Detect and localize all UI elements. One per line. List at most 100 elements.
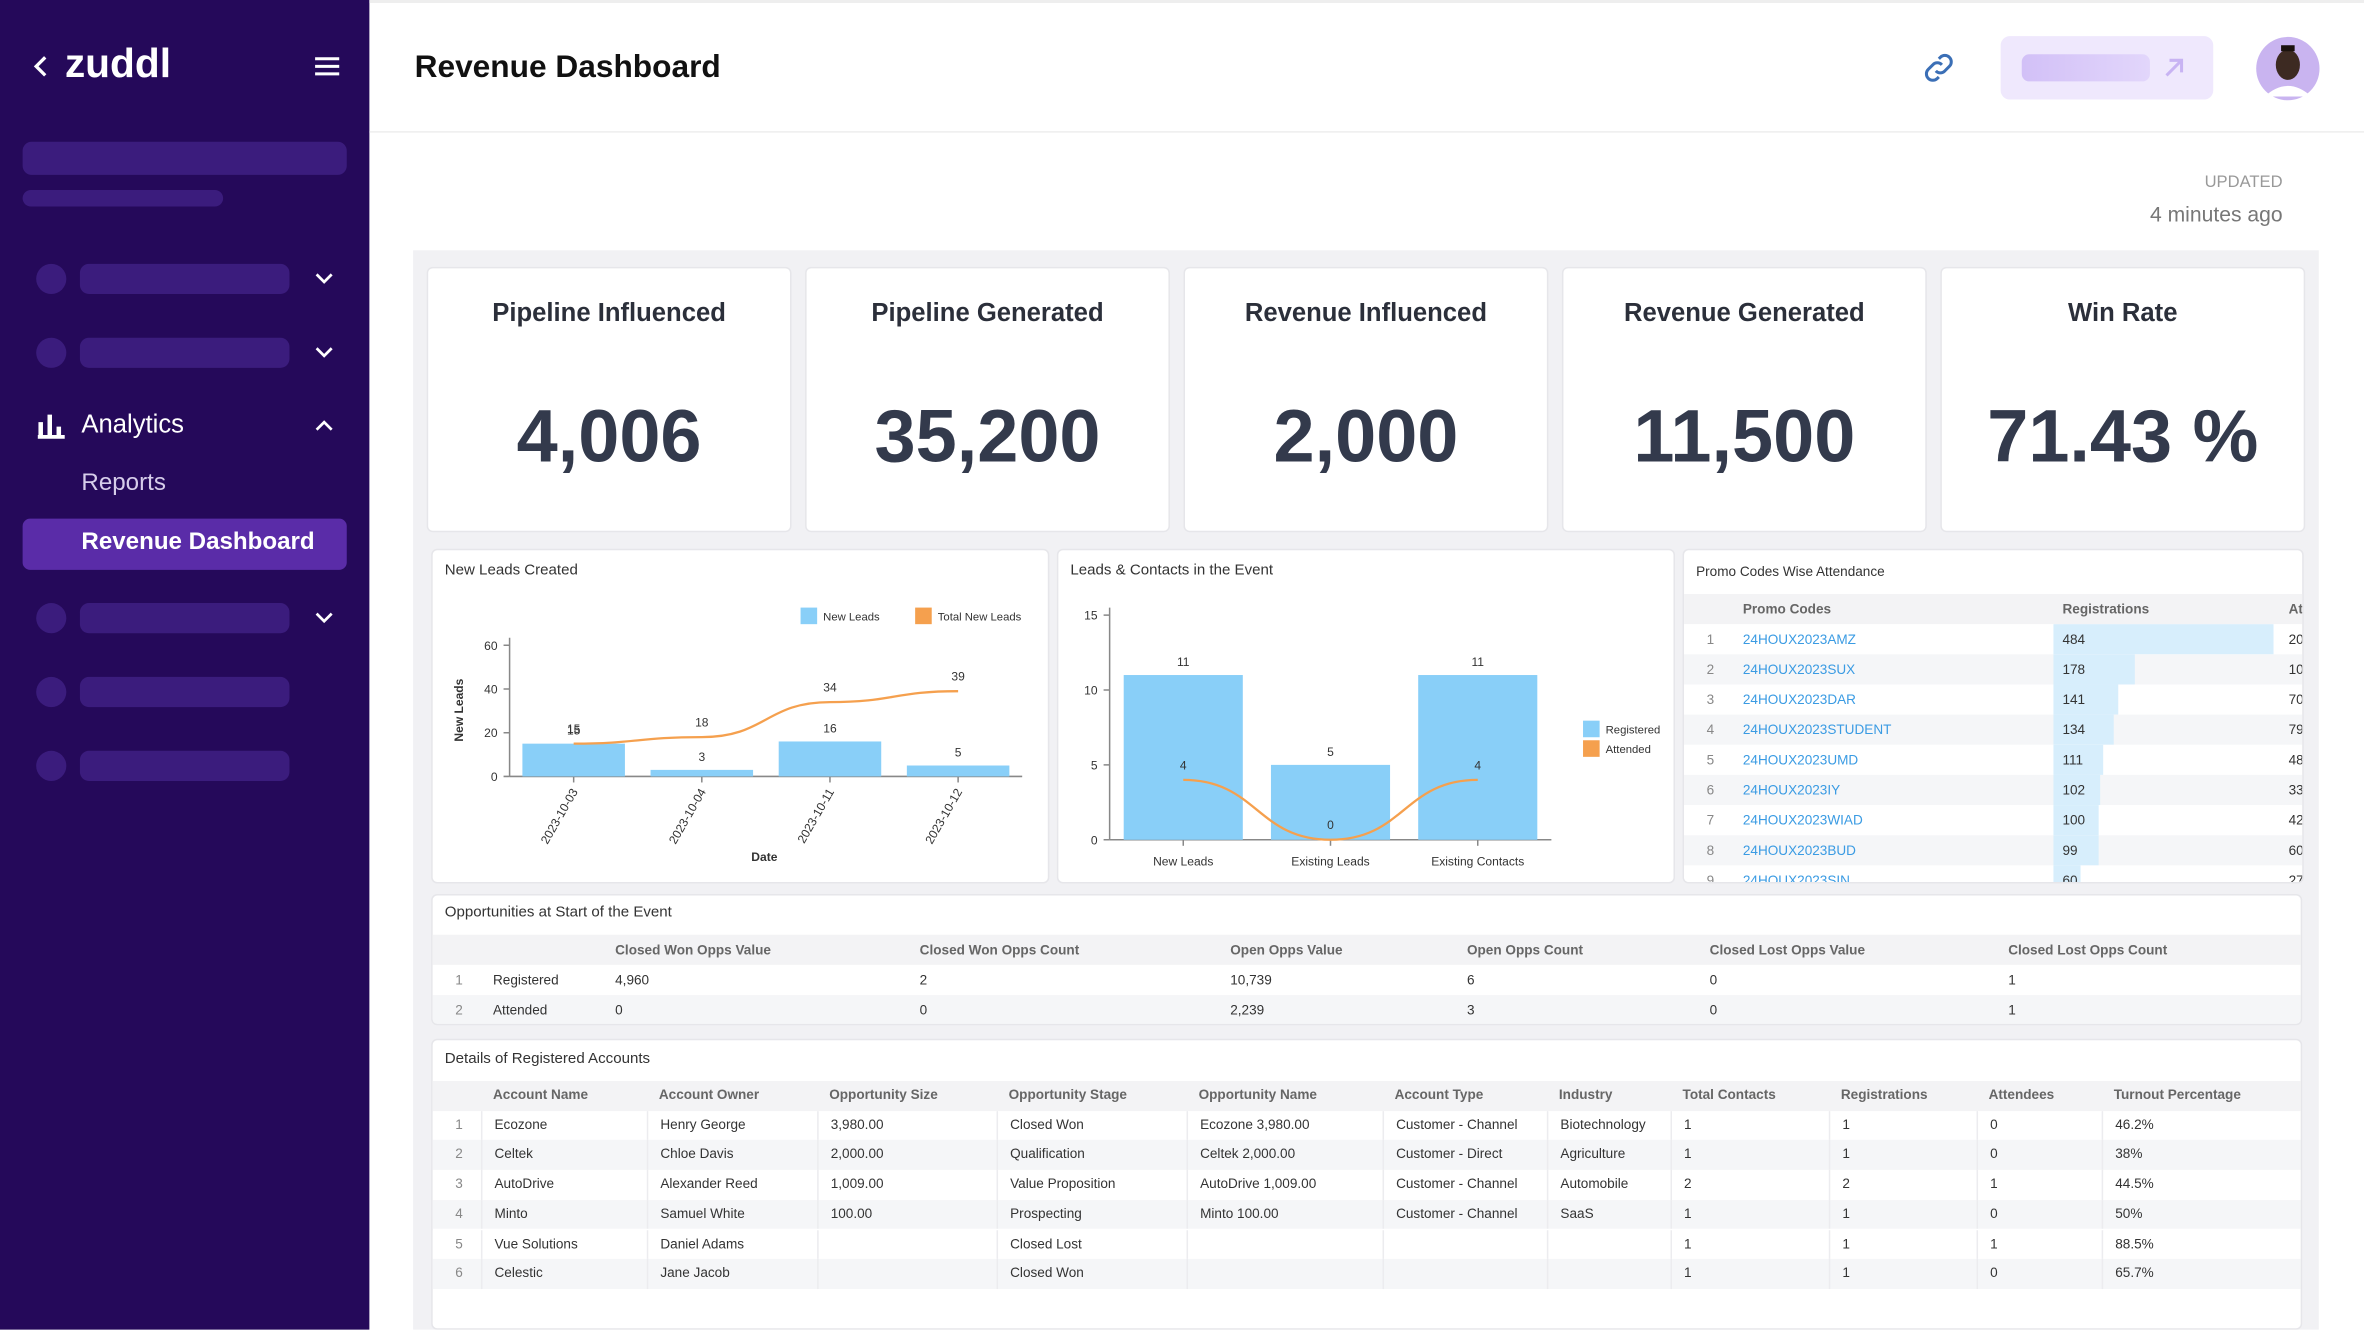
kpi-card: Win Rate71.43 %	[1940, 267, 2305, 532]
nav-item[interactable]: Revenue Dashboard	[81, 529, 314, 556]
table-cell: Celtek	[481, 1140, 647, 1170]
table-cell: 27	[2277, 865, 2304, 883]
chart-card: New Leads Created02040602023-10-032023-1…	[431, 549, 1049, 884]
table-cell: Biotechnology	[1547, 1111, 1671, 1141]
column-header: Closed Won Opps Count	[908, 935, 1219, 965]
table-cell: 2	[908, 965, 1219, 995]
placeholder[interactable]	[80, 603, 290, 633]
table-cell: 1	[1996, 995, 2302, 1025]
column-header: Account Owner	[647, 1081, 817, 1111]
table-title: Opportunities at Start of the Event	[445, 905, 672, 922]
chart-title: New Leads Created	[445, 561, 578, 578]
table-cell: Henry George	[647, 1111, 817, 1141]
placeholder[interactable]	[80, 264, 290, 294]
chevron[interactable]	[314, 345, 335, 360]
kpi-label: Pipeline Influenced	[428, 299, 790, 329]
table-cell[interactable]: 24HOUX2023DAR	[1731, 684, 2051, 714]
chevron[interactable]	[314, 418, 335, 433]
table-cell: 0	[1977, 1200, 2102, 1230]
table-cell: 60	[2277, 835, 2304, 865]
column-header: Closed Lost Opps Value	[1698, 935, 1997, 965]
table-cell: 42	[2277, 805, 2304, 835]
table-cell: Chloe Davis	[647, 1140, 817, 1170]
row-index: 1	[1684, 624, 1731, 654]
table-title: Promo Codes Wise Attendance	[1696, 564, 1885, 579]
row-index: 4	[433, 1200, 481, 1230]
back-icon[interactable]	[30, 53, 51, 80]
x-axis-label: Date	[751, 850, 777, 864]
table-cell: 1	[1829, 1140, 1977, 1170]
table-cell: Ecozone	[481, 1111, 647, 1141]
nav-section[interactable]: Analytics	[81, 410, 184, 440]
kpi-card: Pipeline Influenced4,006	[427, 267, 792, 532]
y-tick-label: 40	[484, 683, 498, 697]
table-cell: Celestic	[481, 1259, 647, 1289]
table-cell: 134	[2050, 715, 2276, 745]
kpi-value: 2,000	[1185, 395, 1547, 479]
table-cell	[1187, 1259, 1383, 1289]
row-index: 2	[433, 995, 481, 1025]
table-cell[interactable]: 24HOUX2023STUDENT	[1731, 715, 2051, 745]
legend-swatch	[1583, 740, 1600, 757]
table-cell: 1	[1829, 1200, 1977, 1230]
placeholder	[36, 677, 66, 707]
chart-card: Leads & Contacts in the Event051015New L…	[1057, 549, 1675, 884]
table-cell: 1	[1670, 1259, 1828, 1289]
column-header: Industry	[1547, 1081, 1671, 1111]
kpi-card: Revenue Influenced2,000	[1184, 267, 1549, 532]
row-index: 3	[433, 1170, 481, 1200]
placeholder	[23, 142, 347, 175]
bar-value-label: 11	[1471, 655, 1484, 669]
bar-value-label: 3	[698, 750, 705, 764]
table-cell: 1	[1670, 1140, 1828, 1170]
table-cell[interactable]: 24HOUX2023IY	[1731, 775, 2051, 805]
table-cell: Customer - Direct	[1383, 1140, 1547, 1170]
placeholder	[36, 603, 66, 633]
table-cell	[1383, 1229, 1547, 1259]
menu-icon[interactable]	[314, 54, 341, 78]
chevron[interactable]	[314, 611, 335, 626]
line-value-label: 34	[823, 681, 837, 695]
link-icon[interactable]	[1922, 51, 1955, 84]
table-cell	[817, 1259, 996, 1289]
table-cell: 99	[2050, 835, 2276, 865]
table-cell: 0	[1977, 1259, 2102, 1289]
x-tick-label: 2023-10-03	[538, 786, 581, 847]
legend-swatch	[801, 608, 818, 625]
chevron[interactable]	[314, 271, 335, 286]
row-index: 7	[1684, 805, 1731, 835]
table-cell[interactable]: 24HOUX2023UMD	[1731, 745, 2051, 775]
table-cell: 1,009.00	[817, 1170, 996, 1200]
table-cell: 1	[1829, 1111, 1977, 1141]
x-tick-label: Existing Contacts	[1431, 854, 1524, 868]
row-index: 2	[433, 1140, 481, 1170]
bar	[522, 744, 625, 777]
line-value-label: 39	[951, 670, 965, 684]
table-cell[interactable]: 24HOUX2023BUD	[1731, 835, 2051, 865]
table-cell[interactable]: 24HOUX2023AMZ	[1731, 624, 2051, 654]
table-cell: 65.7%	[2102, 1259, 2303, 1289]
table-cell: 111	[2050, 745, 2276, 775]
avatar[interactable]	[2255, 36, 2320, 101]
table-cell: 0	[1977, 1140, 2102, 1170]
column-header: Account Name	[481, 1081, 647, 1111]
table-cell[interactable]: 24HOUX2023SUX	[1731, 654, 2051, 684]
sidebar: zuddl Analytics Reports Revenue Dashboar…	[0, 0, 369, 1330]
table-cell: Registered	[481, 965, 603, 995]
table-cell: 1	[1829, 1259, 1977, 1289]
table-cell[interactable]: 24HOUX2023SIN	[1731, 865, 2051, 883]
placeholder[interactable]	[80, 751, 290, 781]
placeholder[interactable]	[80, 677, 290, 707]
placeholder	[36, 338, 66, 368]
table-cell: 1	[1670, 1229, 1828, 1259]
column-header: Closed Lost Opps Count	[1996, 935, 2302, 965]
placeholder[interactable]	[80, 338, 290, 368]
row-index: 1	[433, 965, 481, 995]
column-header: Turnout Percentage	[2102, 1081, 2303, 1111]
nav-item[interactable]: Reports	[81, 470, 165, 497]
brand: zuddl	[65, 41, 171, 88]
kpi-label: Win Rate	[1942, 299, 2304, 329]
kpi-card: Pipeline Generated35,200	[805, 267, 1170, 532]
bar	[907, 766, 1010, 777]
table-cell[interactable]: 24HOUX2023WIAD	[1731, 805, 2051, 835]
